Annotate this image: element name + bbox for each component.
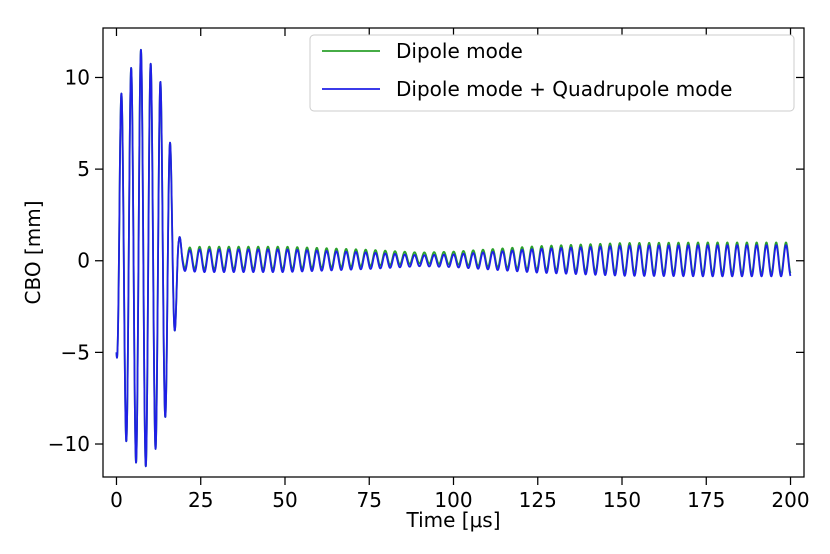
x-axis-label: Time [μs] [405,508,500,532]
x-tick-label: 150 [603,488,641,512]
x-tick-label: 200 [771,488,809,512]
legend-box [309,34,795,112]
legend-label-dipole: Dipole mode [396,39,523,63]
y-tick-label: 10 [65,65,90,89]
legend-label-dipole-quadrupole: Dipole mode + Quadrupole mode [396,77,732,101]
x-tick-label: 25 [188,488,213,512]
x-tick-label: 0 [110,488,123,512]
y-tick-label: −10 [48,432,90,456]
y-tick-label: 5 [77,157,90,181]
x-tick-label: 175 [687,488,725,512]
tick-layer: 0 25 50 75 100 125 150 175 200 −10 −5 0 5 10 [48,28,810,512]
plot-frame [102,27,805,478]
x-tick-label: 50 [272,488,297,512]
y-tick-label: −5 [61,340,90,364]
x-tick-label: 75 [357,488,382,512]
x-tick-label: 125 [519,488,557,512]
y-axis-label: CBO [mm] [21,200,45,304]
x-tick-label: 100 [434,488,472,512]
legend: Dipole mode Dipole mode + Quadrupole mod… [309,34,795,112]
y-tick-label: 0 [77,249,90,273]
series-layer [115,48,792,468]
series-line-1 [115,48,792,468]
series-line-0 [115,48,792,468]
